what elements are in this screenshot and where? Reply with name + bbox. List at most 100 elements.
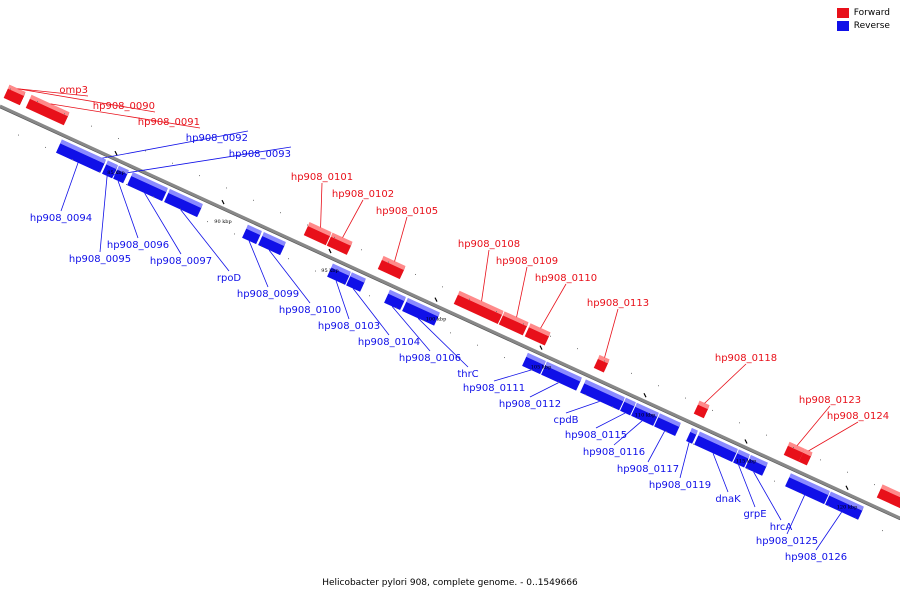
gene-hp908_0109-block [498,311,529,336]
gene-label-hp908_0102: hp908_0102 [332,189,394,200]
gene-label-hp908_0097: hp908_0097 [150,256,212,267]
gene-hp908_0102-block [326,232,353,255]
gene-hp908_0110-block [524,323,551,346]
gene-label-cpdB: cpdB [553,415,578,426]
gene-thrC-block [402,297,440,326]
minor-mark-bottom [261,245,262,247]
gene-label-hp908_0123: hp908_0123 [799,395,861,406]
tick-mark-1 [221,199,225,205]
leader-line-hp908_0100 [268,249,311,304]
leader-line-hp908_0118 [704,363,747,404]
gene-hp908_0117-front-face [654,417,680,436]
minor-mark-bottom [639,418,640,420]
gene-dnaK-top-face [698,431,738,453]
tick-mark-4 [539,345,543,350]
minor-mark-bottom [774,480,775,482]
tick-mark-3 [434,297,438,302]
minor-mark-top [361,249,362,251]
gene-hp908_0112-top-face [545,361,582,382]
gene-hp908_0099-block [242,224,262,245]
minor-mark-bottom [315,270,316,272]
gene-dnaK-block [694,431,738,463]
gene-hp908_0106-top-face [388,289,406,301]
leader-line-hp908_0103 [335,280,350,320]
gene-label-hp908_0094: hp908_0094 [30,213,92,224]
minor-mark-bottom [558,381,559,383]
gene-cpdB-front-face [580,383,624,411]
minor-mark-top [739,422,740,424]
gene-rpoD-front-face [164,192,202,218]
minor-mark-top [469,298,470,300]
gene-hp908_0097-top-face [131,171,168,193]
gene-hp908_0090-block [3,84,26,106]
tick-label-6: 115 kbp [736,459,757,465]
minor-mark-top [577,348,578,350]
tick-mark-0 [114,150,118,156]
gene-hp908_0094-top-face [60,139,106,164]
gene-hp908_0099-top-face [246,224,262,236]
minor-mark-top [118,138,119,140]
gene-hp908_0090-top-face [7,84,26,97]
minor-mark-bottom [747,468,748,470]
gene-hp908_0105-top-face [381,255,406,271]
leader-line-hp908_0101 [320,182,323,228]
gene-hp908_0115-top-face [624,397,636,407]
gene-hrcA-block [745,454,768,476]
gene-label-hp908_0096: hp908_0096 [107,240,169,251]
minor-mark-top [37,100,38,102]
gene-hp908_0099-front-face [242,228,261,245]
gene-hp908_0125-top-face [789,473,830,496]
gene-label-hp908_0091: hp908_0091 [138,117,200,128]
gene-label-hp908_0112: hp908_0112 [499,399,561,410]
gene-hp908_0119-front-face [686,431,697,444]
minor-mark-top [766,434,767,436]
leader-line-hp908_0091 [50,103,201,129]
gene-label-hp908_0119: hp908_0119 [649,480,711,491]
leader-line-hp908_0110 [540,283,567,329]
leader-line-hp908_0106 [391,306,431,352]
minor-mark-bottom [450,332,451,334]
minor-mark-bottom [801,493,802,495]
minor-mark-bottom [504,357,505,359]
gene-hp908_0115-front-face [620,401,635,416]
tick-label-5: 110 kbp [635,412,656,418]
gene-hp908_0112-front-face [541,365,581,391]
gene-hp908_0102-front-face [326,236,351,255]
gene-hp908_0108-block [453,290,504,324]
gene-hp908_0101-block [303,222,332,246]
legend: Forward Reverse [836,8,890,34]
minor-mark-top [91,125,92,127]
leader-line-hp908_0096 [117,180,139,239]
leader-line-hp908_0092 [78,130,249,164]
gene-hp908_0100-block [258,231,286,256]
gene-label-hp908_0103: hp908_0103 [318,321,380,332]
gene-label-hp908_0111: hp908_0111 [463,383,525,394]
leader-line-hp908_0115 [595,412,626,429]
gene-label-rpoD: rpoD [217,273,242,284]
gene-hp908_0101-top-face [307,222,332,237]
gene-hp908_0095-top-face [106,160,118,170]
gene-hp908_0108-front-face [453,294,502,324]
minor-mark-top [172,162,173,164]
leader-line-hp908_0090 [17,88,156,113]
gene-hp908_0124-top-face [802,448,813,457]
tick-mark-7 [845,485,849,491]
legend-reverse: Reverse [836,21,890,31]
minor-mark-top [199,175,200,177]
gene-hp908_0095-front-face [102,164,117,179]
minor-mark-top [226,187,227,189]
leader-line-hp908_0125 [786,495,805,535]
gene-hp908_0123-block [783,441,805,462]
leader-line-hp908_0116 [613,420,643,446]
minor-mark-top [712,409,713,411]
gene-hp908_0104-block [346,272,366,292]
minor-mark-top [145,150,146,152]
forward-swatch [836,8,849,18]
gene-label-omp3: omp3 [59,85,88,96]
gene-hp908_0097-block [127,171,168,202]
gene-hp908_0118-block [693,400,710,419]
reverse-swatch [836,21,849,31]
gene-hp908_0103-front-face [327,267,350,285]
gene-hp908_0113-top-face [597,354,610,364]
gene-hp908_0119-top-face [690,427,698,435]
